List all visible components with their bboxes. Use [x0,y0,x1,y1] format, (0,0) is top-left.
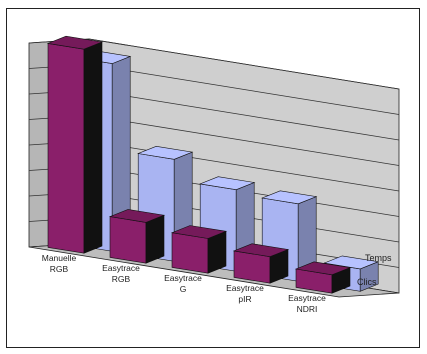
bar-clics-front [109,216,147,264]
gridline-back [88,38,400,90]
bar-clics-front [47,43,85,254]
bar-chart-3d: Manuelle RGB Easytrace RGB Easytrace G Easytra… [28,35,400,314]
series-label: Clics [357,277,377,287]
category-label: Easytrace G [164,273,202,294]
bar-clics-top [170,225,228,239]
bar-clics-top [294,261,352,276]
bar-clics-top [232,243,290,258]
gridline-back [88,64,400,115]
chart-frame: Manuelle RGB Easytrace RGB Easytrace G Easytra… [6,8,420,348]
bar-temps-top [323,255,380,270]
bar-temps-top [199,176,256,191]
bar-clics-side [83,41,103,254]
series-label: Temps [365,253,392,263]
gridline-back [88,115,400,166]
category-label: Manuelle RGB [42,253,77,274]
bar-clics-top [108,209,166,223]
category-label: Easytrace RGB [102,263,140,284]
bar-clics-front [171,232,209,274]
category-label: Easytrace pIR [226,283,264,304]
bar-clics-side [145,214,165,264]
category-label: Easytrace NDRI [288,293,326,314]
bar-clics-top [46,35,104,50]
gridline-back [88,140,400,192]
gridline-back [88,89,400,141]
bar-temps-top [137,145,194,160]
bar-temps-top [261,190,318,205]
